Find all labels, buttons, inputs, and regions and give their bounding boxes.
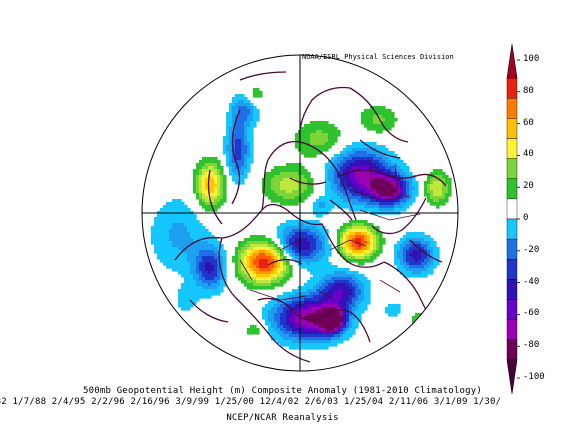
coastline-9 <box>231 109 241 205</box>
colorbar-swatch <box>506 299 518 320</box>
colorbar-top-arrow <box>506 43 518 79</box>
coastline-4 <box>321 223 385 268</box>
coastline-18 <box>239 71 287 81</box>
coastline-2 <box>261 140 301 211</box>
border-9 <box>379 279 401 293</box>
coastline-6 <box>339 169 447 187</box>
coastline-13 <box>371 197 427 235</box>
colorbar-swatch <box>506 279 518 300</box>
colorbar <box>506 43 520 395</box>
border-7 <box>249 289 307 301</box>
credit-label: NOAA/ESRL Physical Sciences Division <box>302 53 454 61</box>
colorbar-tick-label: 60 <box>523 117 534 128</box>
coastline-8 <box>349 87 409 143</box>
colorbar-tick-label: -100 <box>523 372 545 382</box>
coastline-16 <box>189 299 229 323</box>
source-caption: NCEP/NCAR Reanalysis <box>226 413 339 423</box>
coastline-20 <box>359 139 401 159</box>
coastline-14 <box>289 177 327 185</box>
colorbar-swatch <box>506 138 518 159</box>
anomaly-field <box>151 88 452 350</box>
border-8 <box>317 289 335 301</box>
colorbar-swatch <box>506 259 518 280</box>
colorbar-tick-label: -80 <box>523 340 540 351</box>
dates-caption: /82 1/7/88 2/4/95 2/2/96 2/16/96 3/9/99 … <box>0 397 502 407</box>
border-6 <box>239 259 253 281</box>
colorbar-tick-label: -20 <box>523 244 540 255</box>
border-3 <box>394 164 399 201</box>
colorbar-swatch <box>506 178 518 200</box>
colorbar-tick-label: -60 <box>523 308 540 319</box>
colorbar-tick-label: 0 <box>523 213 529 223</box>
coastline-1 <box>218 237 311 363</box>
colorbar-swatch <box>506 158 518 179</box>
map-frame <box>141 54 459 372</box>
coastline-10 <box>207 169 223 225</box>
colorbar-tick-label: -40 <box>523 276 540 287</box>
border-4 <box>329 239 367 251</box>
colorbar-swatch <box>506 118 518 139</box>
colorbar-swatch <box>506 238 518 260</box>
border-5 <box>279 239 301 251</box>
coastline-12 <box>321 309 371 343</box>
colorbar-tick-label: 100 <box>523 54 540 64</box>
coastline-19 <box>329 199 353 221</box>
colorbar-swatch <box>506 77 518 99</box>
coastline-15 <box>267 258 303 266</box>
colorbar-tick-label: 80 <box>523 85 534 96</box>
colorbar-tick-label: 20 <box>523 181 534 192</box>
colorbar-swatch <box>506 319 518 340</box>
border-2 <box>369 159 373 191</box>
border-0 <box>349 189 411 201</box>
colorbar-swatch <box>506 339 518 361</box>
colorbar-swatch <box>506 218 518 240</box>
coastline-11 <box>257 297 323 321</box>
coastline-17 <box>409 239 443 263</box>
colorbar-bottom-arrow <box>506 359 518 395</box>
title-caption: 500mb Geopotential Height (m) Composite … <box>83 386 482 396</box>
colorbar-swatch <box>506 98 518 119</box>
colorbar-swatch <box>506 198 518 220</box>
colorbar-tick-label: 40 <box>523 149 534 160</box>
